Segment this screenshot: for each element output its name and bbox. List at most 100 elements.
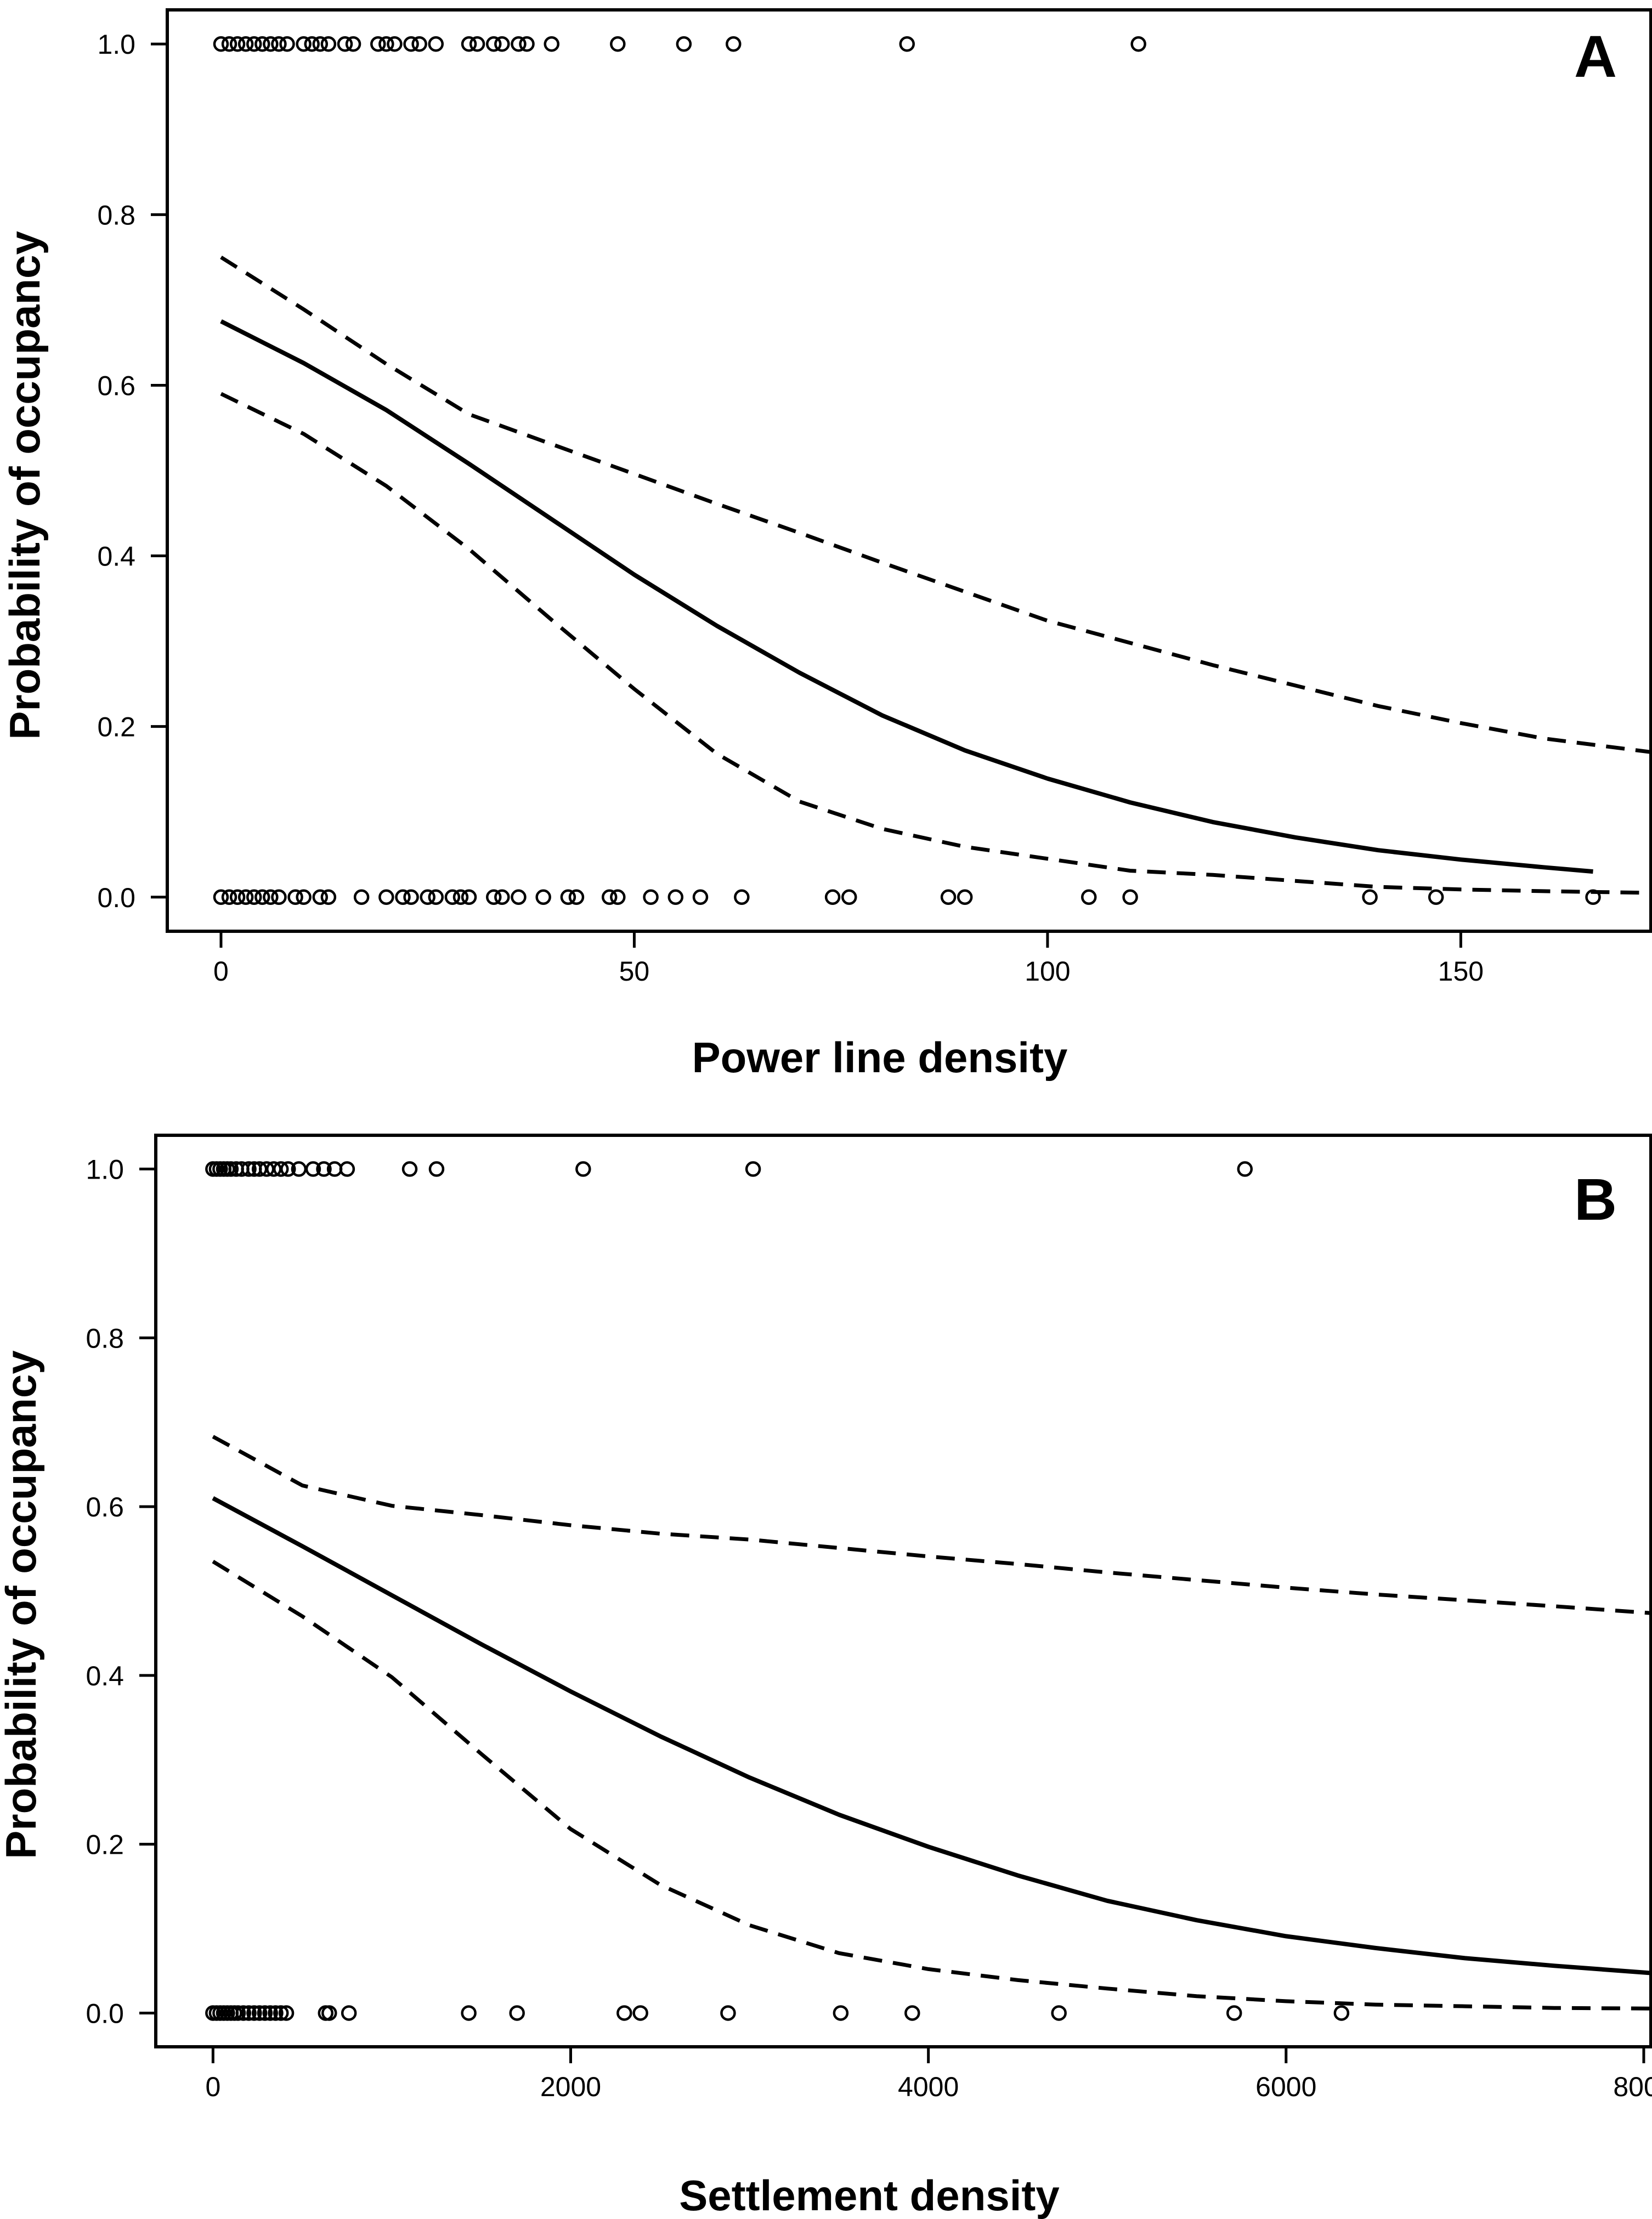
- panel-b-x-tick-label: 6000: [1255, 2071, 1316, 2102]
- panel-b-unoccupied-point: [833, 2005, 849, 2021]
- panel-b-y-tick-label: 1.0: [86, 1154, 124, 1185]
- panel-a-unoccupied-point: [568, 889, 585, 905]
- panel-b-ci-lower-line: [212, 1560, 1651, 2011]
- panel-a-unoccupied-point: [296, 889, 312, 905]
- panel-b-unoccupied-point: [1333, 2005, 1350, 2021]
- panel-b-unoccupied-point: [1051, 2005, 1067, 2021]
- panel-a-y-tick-label: 0.8: [97, 200, 135, 230]
- panel-b-occupied-point: [223, 1161, 239, 1177]
- panel-a-unoccupied-point: [213, 889, 229, 905]
- panel-a-occupied-point: [899, 36, 915, 52]
- panel-a-occupied-point: [726, 36, 742, 52]
- panel-a-x-tick-label: 100: [1025, 956, 1070, 987]
- panel-a-unoccupied-point: [1428, 889, 1444, 905]
- panel-b-occupied-point: [575, 1161, 591, 1177]
- panel-a-unoccupied-point: [221, 889, 237, 905]
- panel-a-occupied-point: [370, 36, 386, 52]
- panel-a-occupied-point: [494, 36, 510, 52]
- panel-a-y-tick-label: 0.4: [97, 541, 135, 572]
- panel-a-ci-upper-line: [220, 256, 1651, 754]
- panel-a-occupied-point: [387, 36, 403, 52]
- panel-b-curves: [212, 1435, 1651, 2011]
- panel-a-occupied-point: [221, 36, 237, 52]
- panel-b-unoccupied-point: [241, 2005, 257, 2021]
- panel-b-y-tick-label: 0.0: [86, 1998, 124, 2029]
- panel-a-unoccupied-point: [940, 889, 957, 905]
- panel-b-unoccupied-point: [273, 2005, 289, 2021]
- panel-a-occupied-point: [271, 36, 287, 52]
- panel-a-unoccupied-point: [444, 889, 461, 905]
- panel-a-occupied-point: [461, 36, 477, 52]
- panel-a-unoccupied-point: [246, 889, 262, 905]
- panel-a-y-axis-label: Probability of occupancy: [1, 231, 49, 740]
- panel-a-unoccupied-point: [378, 889, 394, 905]
- panel-b-occupied-point: [241, 1161, 257, 1177]
- panel-a-unoccupied-point: [353, 889, 370, 905]
- panel-a-unoccupied-point: [312, 889, 329, 905]
- panel-a-unoccupied-point: [667, 889, 684, 905]
- panel-a-unoccupied-point: [229, 889, 246, 905]
- panel-a-unoccupied-point: [692, 889, 709, 905]
- panel-a-occupied-point: [469, 36, 485, 52]
- panel-a-occupied-point: [337, 36, 353, 52]
- panel-a-occupied-point: [519, 36, 535, 52]
- panel-a-occupied-point: [486, 36, 502, 52]
- panel-a-unoccupied-point: [428, 889, 444, 905]
- panel-a-unoccupied-point: [420, 889, 435, 905]
- panel-a-y-tick-label: 0.0: [97, 882, 135, 913]
- panel-a-occupied-point: [254, 36, 270, 52]
- panel-b-unoccupied-point: [632, 2005, 648, 2021]
- panel-b-occupied-point: [339, 1161, 355, 1177]
- panel-a-occupied-point: [213, 36, 229, 52]
- panel-b-plot-frame: [154, 1134, 1652, 2048]
- panel-b-occupied-point: [316, 1161, 332, 1177]
- panel-a-occupied-point: [229, 36, 246, 52]
- panel-a-unoccupied-point: [320, 889, 337, 905]
- panel-a-unoccupied-point: [287, 889, 303, 905]
- panel-a-unoccupied-point: [957, 889, 973, 905]
- panel-a-x-axis-label: Power line density: [692, 1033, 1068, 1082]
- panel-a-occupied-point: [610, 36, 626, 52]
- panel-b-unoccupied-point: [251, 2005, 268, 2021]
- panel-a-unoccupied-point: [271, 889, 287, 905]
- panel-b-y-tick-label: 0.4: [86, 1661, 124, 1691]
- panel-b-unoccupied-point: [904, 2005, 920, 2021]
- panel-a-occupied-point: [676, 36, 692, 52]
- panel-a-unoccupied-point: [494, 889, 510, 905]
- panel-a-occupied-point: [345, 36, 361, 52]
- panel-a-occupied-point: [246, 36, 262, 52]
- panel-b-y-tick-label: 0.6: [86, 1492, 124, 1522]
- panel-b-ci-upper-line: [212, 1435, 1651, 1615]
- panel-a-unoccupied-point: [486, 889, 502, 905]
- panel-b-unoccupied-point: [341, 2005, 357, 2021]
- panel-a-x-tick-label: 50: [619, 956, 650, 987]
- panel-b-unoccupied-point: [278, 2005, 295, 2021]
- panel-b-occupied-point: [273, 1161, 289, 1177]
- panel-a-occupied-point: [304, 36, 320, 52]
- panel-a-occupied-point: [237, 36, 254, 52]
- panel-a-occupied-point: [511, 36, 527, 52]
- panel-b-x-tick-label: 0: [205, 2071, 220, 2102]
- panel-a-unoccupied-point: [254, 889, 270, 905]
- panel-a-unoccupied-point: [560, 889, 576, 905]
- panel-a-y-tick-label: 0.2: [97, 712, 135, 743]
- panel-b-occupied-point: [401, 1161, 418, 1177]
- panel-a-x-tick-label: 0: [213, 956, 229, 987]
- panel-a-unoccupied-point: [461, 889, 477, 905]
- panel-a-unoccupied-point: [452, 889, 469, 905]
- panel-a-y-tick-label: 1.0: [97, 29, 135, 60]
- panel-b-occupied-point: [1237, 1161, 1253, 1177]
- panel-a-unoccupied-point: [263, 889, 279, 905]
- panel-b: B Settlement density Probability of occu…: [0, 1134, 1652, 2219]
- panel-a-unoccupied-point: [1081, 889, 1097, 905]
- panel-b-occupied-point: [280, 1161, 296, 1177]
- panel-a-occupied-point: [544, 36, 559, 52]
- panel-b-letter: B: [1574, 1166, 1617, 1232]
- panel-a-unoccupied-point: [395, 889, 411, 905]
- panel-a-occupied-point: [279, 36, 295, 52]
- panel-a-unoccupied-point: [734, 889, 750, 905]
- panel-a-x-tick-label: 150: [1438, 956, 1484, 987]
- panel-a-occupied-point: [411, 36, 427, 52]
- panel-a-unoccupied-point: [601, 889, 618, 905]
